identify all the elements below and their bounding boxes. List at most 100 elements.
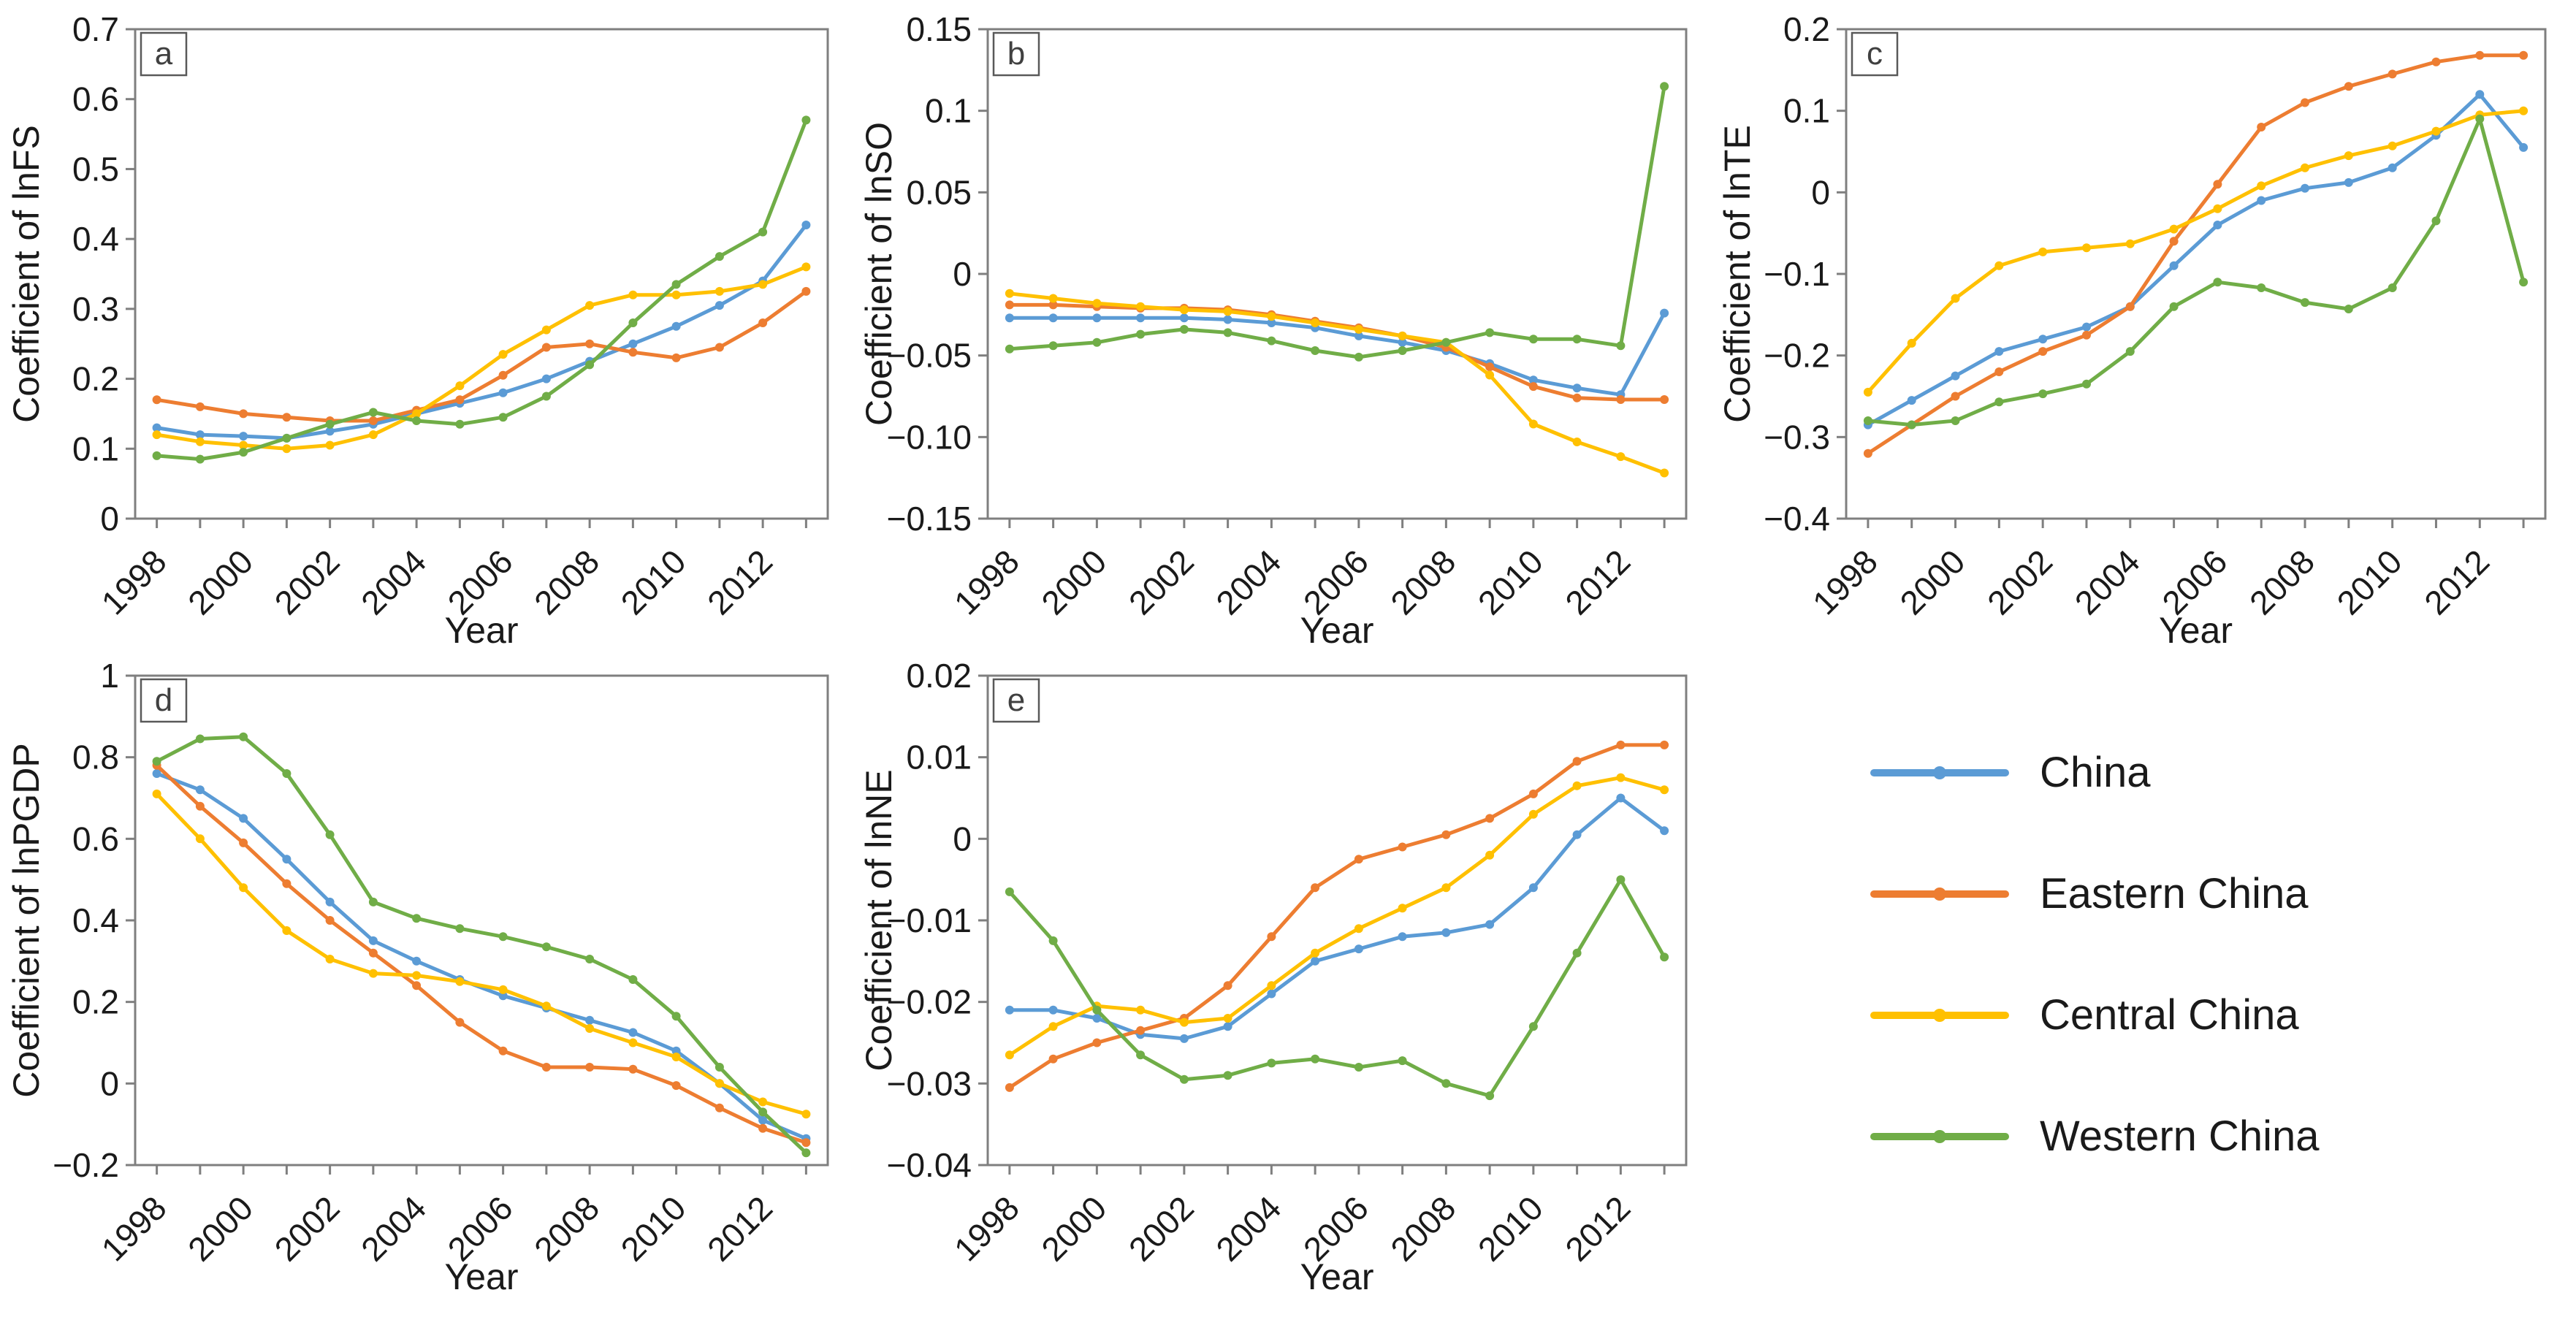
svg-text:2002: 2002 bbox=[1121, 542, 1201, 622]
svg-text:2008: 2008 bbox=[527, 542, 606, 622]
svg-text:2002: 2002 bbox=[1980, 542, 2059, 622]
svg-text:2010: 2010 bbox=[1471, 542, 1550, 622]
svg-text:0.2: 0.2 bbox=[1783, 10, 1830, 48]
svg-text:0.2: 0.2 bbox=[72, 983, 119, 1021]
svg-text:2010: 2010 bbox=[2330, 542, 2409, 622]
svg-text:b: b bbox=[1007, 36, 1025, 72]
svg-text:0.15: 0.15 bbox=[906, 10, 972, 48]
svg-text:0.02: 0.02 bbox=[906, 657, 972, 695]
panel-a: 0 0.1 0.2 0.3 0.4 0.5 0.6 0.7 1998 2000 2002 2004 20… bbox=[0, 0, 858, 646]
svg-text:0.05: 0.05 bbox=[906, 173, 972, 211]
panel-c-chart: −0.4 −0.3 −0.2 −0.1 0 0.1 0.2 1998 2000 2002 2004 2… bbox=[1717, 10, 2547, 646]
svg-text:Coefficient of lnNE: Coefficient of lnNE bbox=[858, 769, 899, 1071]
svg-text:2012: 2012 bbox=[700, 1188, 780, 1268]
svg-text:−0.01: −0.01 bbox=[887, 901, 972, 939]
svg-text:2008: 2008 bbox=[1383, 1188, 1463, 1268]
svg-text:2008: 2008 bbox=[2242, 542, 2322, 622]
svg-text:a: a bbox=[155, 36, 173, 72]
legend-item-label: Central China bbox=[2040, 991, 2299, 1039]
svg-text:2010: 2010 bbox=[614, 542, 693, 622]
svg-text:0.1: 0.1 bbox=[925, 92, 972, 130]
svg-text:0.6: 0.6 bbox=[72, 820, 119, 858]
svg-text:Coefficient of lnFS: Coefficient of lnFS bbox=[6, 125, 47, 423]
svg-text:0: 0 bbox=[100, 1064, 119, 1102]
svg-text:1998: 1998 bbox=[947, 1188, 1026, 1268]
panel-b: −0.15 −0.10 −0.05 0 0.05 0.1 0.15 1998 2000 2002 2… bbox=[858, 0, 1717, 646]
svg-text:−0.2: −0.2 bbox=[1764, 337, 1830, 375]
panel-d: −0.2 0 0.2 0.4 0.6 0.8 1 1998 2000 2002 2004 2006 20… bbox=[0, 646, 858, 1317]
panel-c: −0.4 −0.3 −0.2 −0.1 0 0.1 0.2 1998 2000 2002 2004 2… bbox=[1717, 0, 2576, 646]
svg-text:0: 0 bbox=[953, 820, 972, 858]
svg-text:0.5: 0.5 bbox=[72, 150, 119, 188]
svg-text:Coefficient of lnSO: Coefficient of lnSO bbox=[858, 122, 899, 426]
svg-text:2004: 2004 bbox=[2068, 542, 2147, 622]
legend-item-central-china: Central China bbox=[1870, 955, 2576, 1076]
svg-text:2004: 2004 bbox=[1208, 542, 1288, 622]
svg-text:0: 0 bbox=[1811, 173, 1830, 211]
svg-text:−0.4: −0.4 bbox=[1764, 500, 1830, 538]
panel-e: −0.04 −0.03 −0.02 −0.01 0 0.01 0.02 1998 2000 200… bbox=[858, 646, 1717, 1317]
svg-text:2000: 2000 bbox=[180, 1188, 260, 1268]
legend-item-eastern-china: Eastern China bbox=[1870, 833, 2576, 955]
svg-text:2004: 2004 bbox=[1208, 1188, 1288, 1268]
svg-text:Year: Year bbox=[1300, 610, 1373, 646]
svg-text:2000: 2000 bbox=[180, 542, 260, 622]
legend-item-china: China bbox=[1870, 712, 2576, 833]
svg-text:−0.03: −0.03 bbox=[887, 1064, 972, 1102]
svg-text:Year: Year bbox=[1300, 1256, 1373, 1297]
svg-text:−0.2: −0.2 bbox=[53, 1146, 119, 1184]
svg-text:0.1: 0.1 bbox=[72, 430, 119, 467]
svg-text:−0.04: −0.04 bbox=[887, 1146, 972, 1184]
svg-text:2010: 2010 bbox=[614, 1188, 693, 1268]
svg-text:2002: 2002 bbox=[1121, 1188, 1201, 1268]
svg-text:1998: 1998 bbox=[947, 542, 1026, 622]
legend-item-label: Eastern China bbox=[2040, 870, 2309, 917]
legend-line-marker-icon bbox=[1870, 887, 2009, 901]
svg-text:0.01: 0.01 bbox=[906, 738, 972, 776]
svg-text:Coefficient of lnPGDP: Coefficient of lnPGDP bbox=[6, 743, 47, 1097]
svg-text:−0.10: −0.10 bbox=[887, 418, 972, 456]
chart-legend: China Eastern China Central China Wester… bbox=[1717, 646, 2576, 1317]
svg-text:0.8: 0.8 bbox=[72, 738, 119, 776]
legend-line-marker-icon bbox=[1870, 1008, 2009, 1023]
svg-text:2008: 2008 bbox=[1383, 542, 1463, 622]
svg-text:−0.02: −0.02 bbox=[887, 983, 972, 1021]
svg-text:0.1: 0.1 bbox=[1783, 92, 1830, 130]
svg-text:2012: 2012 bbox=[700, 542, 780, 622]
svg-text:2004: 2004 bbox=[354, 542, 433, 622]
svg-text:2002: 2002 bbox=[267, 542, 347, 622]
svg-text:−0.3: −0.3 bbox=[1764, 418, 1830, 456]
legend-item-western-china: Western China bbox=[1870, 1076, 2576, 1197]
svg-text:0.3: 0.3 bbox=[72, 290, 119, 328]
svg-text:0: 0 bbox=[953, 255, 972, 293]
legend-line-marker-icon bbox=[1870, 766, 2009, 780]
svg-text:1: 1 bbox=[100, 657, 119, 695]
svg-text:1998: 1998 bbox=[94, 1188, 174, 1268]
svg-text:1998: 1998 bbox=[94, 542, 174, 622]
svg-text:0: 0 bbox=[100, 500, 119, 538]
svg-text:Year: Year bbox=[444, 610, 518, 646]
svg-text:−0.05: −0.05 bbox=[887, 337, 972, 375]
svg-text:0.2: 0.2 bbox=[72, 360, 119, 398]
svg-text:2000: 2000 bbox=[1034, 1188, 1113, 1268]
svg-text:2012: 2012 bbox=[2417, 542, 2496, 622]
svg-text:2000: 2000 bbox=[1892, 542, 1972, 622]
svg-text:0.6: 0.6 bbox=[72, 80, 119, 118]
svg-text:1998: 1998 bbox=[1805, 542, 1885, 622]
svg-text:−0.1: −0.1 bbox=[1764, 255, 1830, 293]
svg-text:0.4: 0.4 bbox=[72, 901, 119, 939]
svg-text:2010: 2010 bbox=[1471, 1188, 1550, 1268]
svg-text:2002: 2002 bbox=[267, 1188, 347, 1268]
svg-text:Coefficient of lnTE: Coefficient of lnTE bbox=[1717, 125, 1758, 423]
svg-text:Year: Year bbox=[444, 1256, 518, 1297]
panel-a-chart: 0 0.1 0.2 0.3 0.4 0.5 0.6 0.7 1998 2000 2002 2004 20… bbox=[6, 10, 829, 646]
svg-text:2012: 2012 bbox=[1558, 1188, 1637, 1268]
legend-item-label: Western China bbox=[2040, 1112, 2320, 1160]
legend-item-label: China bbox=[2040, 749, 2151, 796]
svg-text:2008: 2008 bbox=[527, 1188, 606, 1268]
svg-text:0.7: 0.7 bbox=[72, 10, 119, 48]
legend-line-marker-icon bbox=[1870, 1129, 2009, 1144]
